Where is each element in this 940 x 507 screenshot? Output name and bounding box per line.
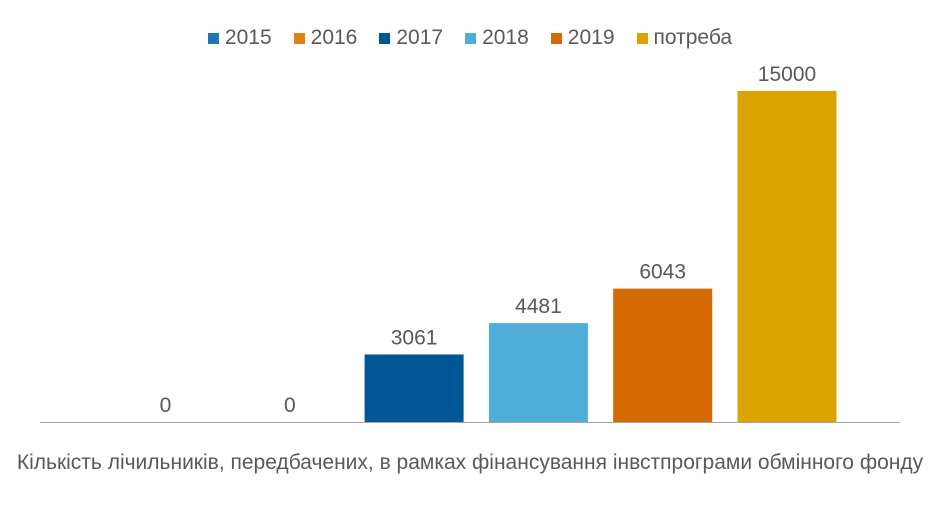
x-axis-label: Кількість лічильників, передбачених, в р…	[16, 451, 924, 474]
legend-item-2016: 2016	[293, 26, 358, 50]
legend: 2015 2016 2017 2018 2019 потреба	[0, 26, 940, 50]
bar-потреба	[737, 91, 837, 422]
legend-swatch	[465, 32, 477, 44]
legend-label: 2017	[396, 26, 444, 49]
bar-2018	[488, 323, 588, 422]
legend-swatch	[550, 32, 562, 44]
data-label-потреба: 15000	[758, 63, 816, 86]
data-label-2018: 4481	[515, 295, 562, 318]
data-label-2019: 6043	[639, 261, 686, 284]
legend-item-2015: 2015	[207, 26, 272, 50]
bar-2019	[613, 288, 713, 422]
legend-label: 2018	[482, 26, 529, 49]
legend-label: 2015	[224, 26, 272, 49]
legend-item-потреба: потреба	[636, 26, 733, 50]
data-label-2016: 0	[284, 394, 296, 417]
legend-swatch	[379, 32, 391, 44]
legend-swatch	[293, 32, 305, 44]
bar-2017	[364, 354, 464, 422]
legend-swatch	[207, 32, 219, 44]
legend-item-2017: 2017	[379, 26, 443, 50]
legend-item-2018: 2018	[465, 26, 529, 50]
data-label-2015: 0	[160, 394, 172, 417]
legend-label: 2019	[567, 26, 615, 49]
legend-swatch	[636, 32, 648, 44]
legend-label: 2016	[310, 26, 358, 49]
legend-item-2019: 2019	[550, 26, 615, 50]
legend-label: потреба	[653, 26, 733, 49]
data-label-2017: 3061	[391, 326, 438, 349]
